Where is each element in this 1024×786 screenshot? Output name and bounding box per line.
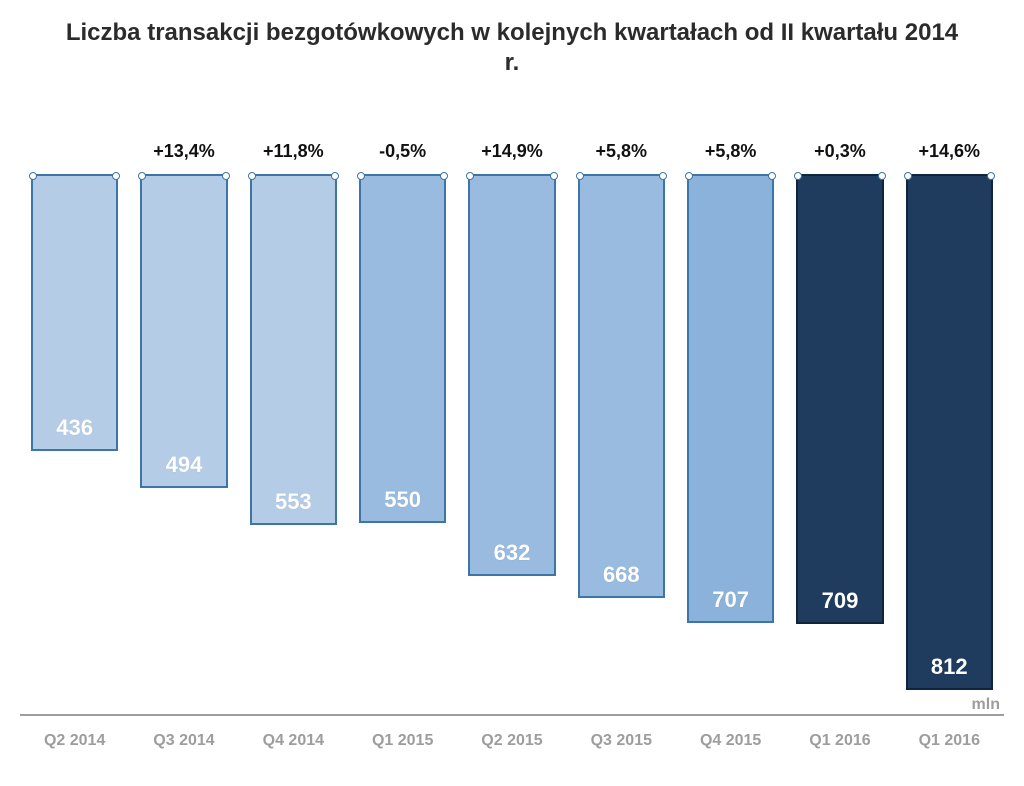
bar-growth-label: +13,4% bbox=[153, 141, 215, 162]
bar: 632+14,9% bbox=[468, 174, 555, 576]
bars-area: 436 494+13,4% 553+11,8% 550-0,5% 632+14,9% 66… bbox=[20, 174, 1004, 716]
bar-column: 436 bbox=[20, 174, 129, 714]
bar-growth-label: +5,8% bbox=[596, 141, 648, 162]
bar: 550-0,5% bbox=[359, 174, 446, 523]
bar-growth-label: +5,8% bbox=[705, 141, 757, 162]
x-axis-category-label: Q1 2016 bbox=[785, 722, 894, 762]
x-axis-category-label: Q4 2015 bbox=[676, 722, 785, 762]
y-unit-label: mln bbox=[972, 696, 1000, 714]
x-axis-category-label: Q2 2014 bbox=[20, 722, 129, 762]
bar-growth-label: +14,9% bbox=[481, 141, 543, 162]
bar-column: 812+14,6% bbox=[895, 174, 1004, 714]
bar-column: 550-0,5% bbox=[348, 174, 457, 714]
bar-value-label: 632 bbox=[494, 540, 531, 574]
plot-area: 436494+13,4%553+11,8%550-0,5%632+14,9%66… bbox=[20, 104, 1004, 762]
x-axis-category-label: Q4 2014 bbox=[239, 722, 348, 762]
bar-value-label: 553 bbox=[275, 489, 312, 523]
bar-value-label: 812 bbox=[931, 654, 968, 688]
x-axis-category-label: Q3 2014 bbox=[129, 722, 238, 762]
bar-column: 707+5,8% bbox=[676, 174, 785, 714]
chart-title: Liczba transakcji bezgotówkowych w kolej… bbox=[20, 18, 1004, 78]
bar: 436 bbox=[31, 174, 118, 451]
chart-container: Liczba transakcji bezgotówkowych w kolej… bbox=[0, 0, 1024, 786]
x-axis-category-label: Q3 2015 bbox=[567, 722, 676, 762]
bar-column: 709+0,3% bbox=[785, 174, 894, 714]
bar-growth-label: +11,8% bbox=[263, 141, 324, 162]
x-axis-category-label: Q2 2015 bbox=[457, 722, 566, 762]
bar-value-label: 668 bbox=[603, 562, 640, 596]
bar-growth-label: +14,6% bbox=[919, 141, 981, 162]
x-axis-category-label: Q1 2016 bbox=[895, 722, 1004, 762]
bar: 668+5,8% bbox=[578, 174, 665, 598]
bar-value-label: 707 bbox=[712, 587, 749, 621]
x-axis-labels: Q2 2014Q3 2014Q4 2014Q1 2015Q2 2015Q3 20… bbox=[20, 722, 1004, 762]
bar-column: 632+14,9% bbox=[457, 174, 566, 714]
bar: 494+13,4% bbox=[140, 174, 227, 488]
bar-value-label: 494 bbox=[166, 452, 203, 486]
bar-value-label: 709 bbox=[822, 588, 859, 622]
bar: 707+5,8% bbox=[687, 174, 774, 623]
bar-value-label: 550 bbox=[384, 487, 421, 521]
bar: 553+11,8% bbox=[250, 174, 337, 525]
bar-growth-label: -0,5% bbox=[379, 141, 426, 162]
bar-column: 668+5,8% bbox=[567, 174, 676, 714]
bar-column: 553+11,8% bbox=[239, 174, 348, 714]
bar: 709+0,3% bbox=[796, 174, 883, 624]
x-axis-category-label: Q1 2015 bbox=[348, 722, 457, 762]
bar: 812+14,6% bbox=[906, 174, 993, 690]
bar-column: 494+13,4% bbox=[129, 174, 238, 714]
bar-value-label: 436 bbox=[56, 415, 93, 449]
bar-growth-label: +0,3% bbox=[814, 141, 866, 162]
